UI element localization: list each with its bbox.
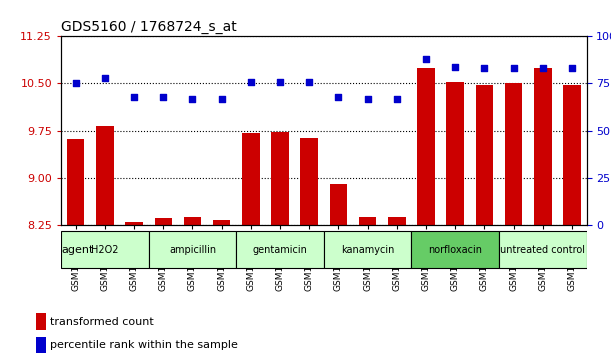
Bar (359, 217, 376, 363)
Point (158, 94, 168, 99)
Bar (534, 68, 552, 363)
Text: untreated control: untreated control (500, 245, 585, 254)
Point (275, 79, 285, 85)
Point (246, 79, 256, 85)
Bar (505, 83, 522, 363)
Text: norfloxacin: norfloxacin (428, 245, 482, 254)
Text: transformed count: transformed count (50, 317, 153, 327)
Bar (155, 217, 172, 363)
Bar (213, 220, 230, 363)
Point (421, 56, 431, 62)
Point (217, 96, 227, 102)
FancyBboxPatch shape (324, 231, 411, 268)
Bar (242, 132, 260, 363)
Point (509, 65, 519, 71)
Text: kanamycin: kanamycin (341, 245, 394, 254)
Point (392, 96, 401, 102)
Bar (67, 139, 84, 363)
Point (304, 79, 314, 85)
Text: GDS5160 / 1768724_s_at: GDS5160 / 1768724_s_at (61, 20, 237, 34)
Text: ampicillin: ampicillin (169, 245, 216, 254)
Bar (125, 222, 143, 363)
FancyBboxPatch shape (236, 231, 324, 268)
Bar (96, 126, 114, 363)
Point (334, 94, 343, 99)
Point (450, 64, 460, 69)
Bar (36, 313, 46, 330)
FancyBboxPatch shape (499, 231, 587, 268)
Bar (447, 82, 464, 363)
Point (129, 94, 139, 99)
Text: percentile rank within the sample: percentile rank within the sample (50, 340, 238, 350)
Bar (417, 68, 435, 363)
Point (71, 81, 81, 86)
Point (567, 65, 577, 71)
Point (363, 96, 373, 102)
Text: H2O2: H2O2 (91, 245, 119, 254)
Text: agent: agent (62, 245, 94, 254)
FancyBboxPatch shape (148, 231, 236, 268)
Bar (330, 184, 347, 363)
Point (480, 65, 489, 71)
Bar (475, 85, 493, 363)
Bar (184, 217, 201, 363)
Point (188, 96, 197, 102)
Text: gentamicin: gentamicin (252, 245, 307, 254)
Bar (271, 132, 289, 363)
Bar (563, 85, 580, 363)
FancyBboxPatch shape (411, 231, 499, 268)
Bar (388, 217, 406, 363)
Point (538, 65, 547, 71)
Point (100, 75, 110, 81)
FancyBboxPatch shape (61, 231, 148, 268)
Bar (36, 337, 46, 354)
Bar (301, 138, 318, 363)
